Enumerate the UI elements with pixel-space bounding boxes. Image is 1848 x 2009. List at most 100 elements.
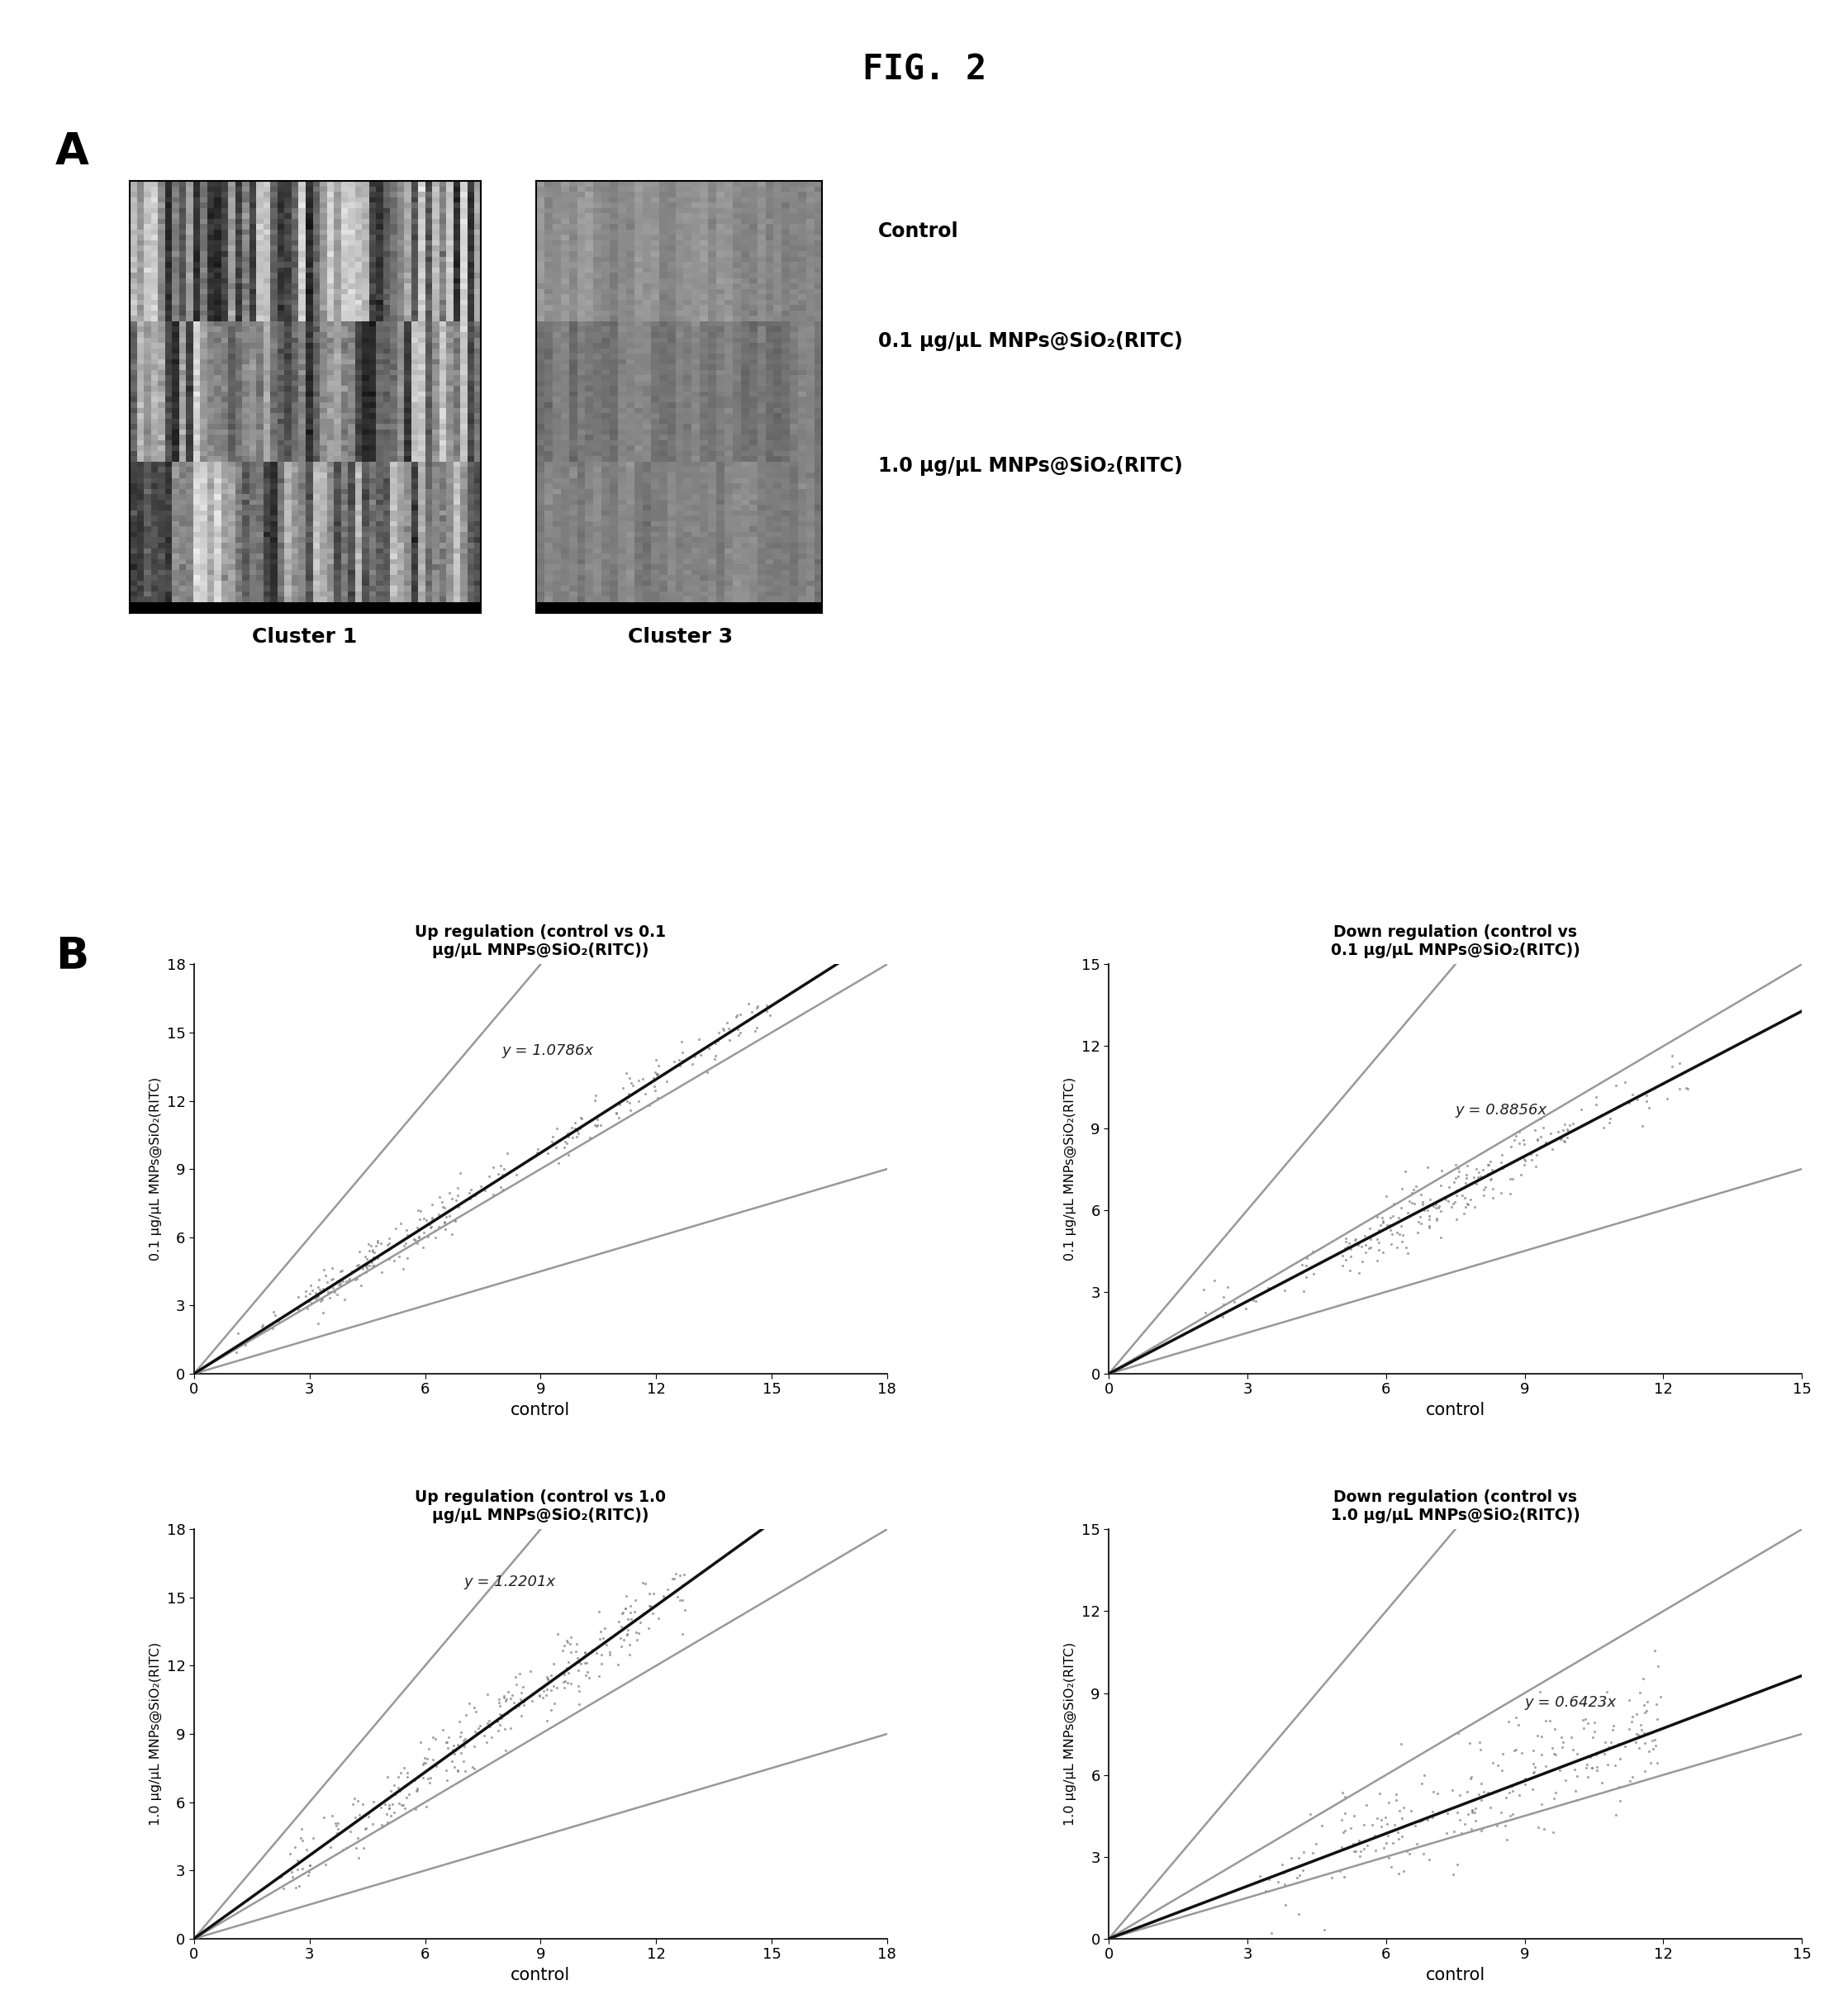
Point bbox=[1416, 1183, 1445, 1215]
Point bbox=[525, 1680, 554, 1712]
Point bbox=[1443, 1161, 1473, 1193]
Point bbox=[366, 1808, 395, 1840]
Point bbox=[1377, 1850, 1406, 1882]
Point bbox=[1397, 1177, 1427, 1209]
Point bbox=[362, 1230, 392, 1262]
Point bbox=[588, 1639, 617, 1671]
Point bbox=[1384, 1794, 1414, 1826]
Point bbox=[1539, 1782, 1569, 1814]
Point bbox=[615, 1589, 645, 1621]
Point bbox=[1246, 1860, 1275, 1892]
Point bbox=[1443, 1153, 1473, 1185]
Point bbox=[412, 1790, 442, 1822]
Point bbox=[1606, 1784, 1635, 1816]
Point bbox=[1489, 1810, 1519, 1842]
Point bbox=[1645, 1680, 1674, 1712]
Text: y = 1.0786x: y = 1.0786x bbox=[503, 1045, 593, 1059]
Point bbox=[464, 1712, 493, 1744]
Point bbox=[1464, 1161, 1493, 1193]
Point bbox=[344, 1784, 373, 1816]
Point bbox=[1538, 1732, 1567, 1764]
Point bbox=[403, 1774, 432, 1806]
Point bbox=[355, 1798, 384, 1830]
Point bbox=[667, 1037, 697, 1069]
Point bbox=[1599, 1714, 1628, 1746]
Point bbox=[1384, 1217, 1414, 1250]
Point bbox=[1580, 1716, 1610, 1748]
Point bbox=[1390, 1155, 1419, 1187]
Point bbox=[1366, 1778, 1395, 1810]
Point bbox=[1423, 1778, 1453, 1810]
Point bbox=[1331, 1814, 1360, 1846]
Point bbox=[493, 1676, 523, 1708]
Point bbox=[1569, 1712, 1599, 1744]
Point bbox=[1643, 1651, 1672, 1684]
Point bbox=[431, 1205, 460, 1238]
Point bbox=[384, 1774, 414, 1806]
Point bbox=[1360, 1834, 1390, 1866]
Point bbox=[503, 1151, 532, 1183]
Point bbox=[303, 1272, 333, 1304]
Point bbox=[285, 1870, 314, 1903]
Point bbox=[309, 1802, 338, 1834]
Point bbox=[590, 1611, 619, 1643]
Point bbox=[359, 1244, 388, 1276]
Point bbox=[405, 1219, 434, 1252]
Point bbox=[342, 1264, 371, 1296]
Point bbox=[1270, 1888, 1299, 1921]
Point bbox=[388, 1790, 418, 1822]
Point bbox=[294, 1856, 323, 1888]
Point bbox=[551, 1629, 580, 1661]
Point bbox=[1525, 1676, 1554, 1708]
Point bbox=[440, 1738, 469, 1770]
Point bbox=[218, 1334, 248, 1366]
Point bbox=[1286, 1250, 1316, 1282]
Point bbox=[298, 1288, 327, 1320]
Point bbox=[296, 1278, 325, 1310]
Point bbox=[1469, 1173, 1499, 1205]
Point bbox=[1473, 1776, 1502, 1808]
Point bbox=[1447, 1173, 1477, 1205]
Title: Up regulation (control vs 0.1
μg/μL MNPs@SiO₂(RITC)): Up regulation (control vs 0.1 μg/μL MNPs… bbox=[416, 924, 665, 958]
Point bbox=[1382, 1816, 1412, 1848]
Point bbox=[554, 1121, 584, 1153]
Point bbox=[1477, 1163, 1506, 1195]
Point bbox=[1436, 1191, 1465, 1223]
Point bbox=[702, 1025, 732, 1057]
Point bbox=[1506, 1738, 1536, 1770]
Point bbox=[1292, 1250, 1321, 1282]
Point bbox=[1379, 1199, 1408, 1232]
Point bbox=[1615, 1684, 1645, 1716]
Point bbox=[1477, 1163, 1506, 1195]
Point bbox=[1403, 1217, 1432, 1250]
Point bbox=[458, 1750, 488, 1782]
Point bbox=[721, 1000, 750, 1033]
Point bbox=[1270, 1856, 1299, 1888]
Point bbox=[403, 1772, 432, 1804]
Point bbox=[307, 1284, 336, 1316]
Point bbox=[551, 1125, 580, 1157]
Point bbox=[1340, 1223, 1369, 1256]
Point bbox=[1373, 1209, 1403, 1242]
Point bbox=[294, 1284, 323, 1316]
Point bbox=[553, 1651, 582, 1684]
Point bbox=[408, 1232, 438, 1264]
Point bbox=[1488, 1754, 1517, 1786]
Point bbox=[639, 1057, 669, 1089]
Point bbox=[756, 998, 785, 1031]
Point bbox=[490, 1680, 519, 1712]
Point bbox=[506, 1678, 536, 1710]
Point bbox=[444, 1728, 473, 1760]
Point bbox=[316, 1264, 346, 1296]
Point bbox=[1591, 1726, 1621, 1758]
Point bbox=[652, 1573, 682, 1605]
Point bbox=[711, 1017, 741, 1049]
Point bbox=[1545, 1754, 1574, 1786]
Point bbox=[1257, 1917, 1286, 1949]
Point bbox=[1486, 1147, 1515, 1179]
Point bbox=[671, 1593, 700, 1625]
Point bbox=[1543, 1115, 1573, 1147]
Point bbox=[1562, 1784, 1591, 1816]
Point bbox=[1334, 1256, 1364, 1288]
Point bbox=[484, 1688, 514, 1720]
